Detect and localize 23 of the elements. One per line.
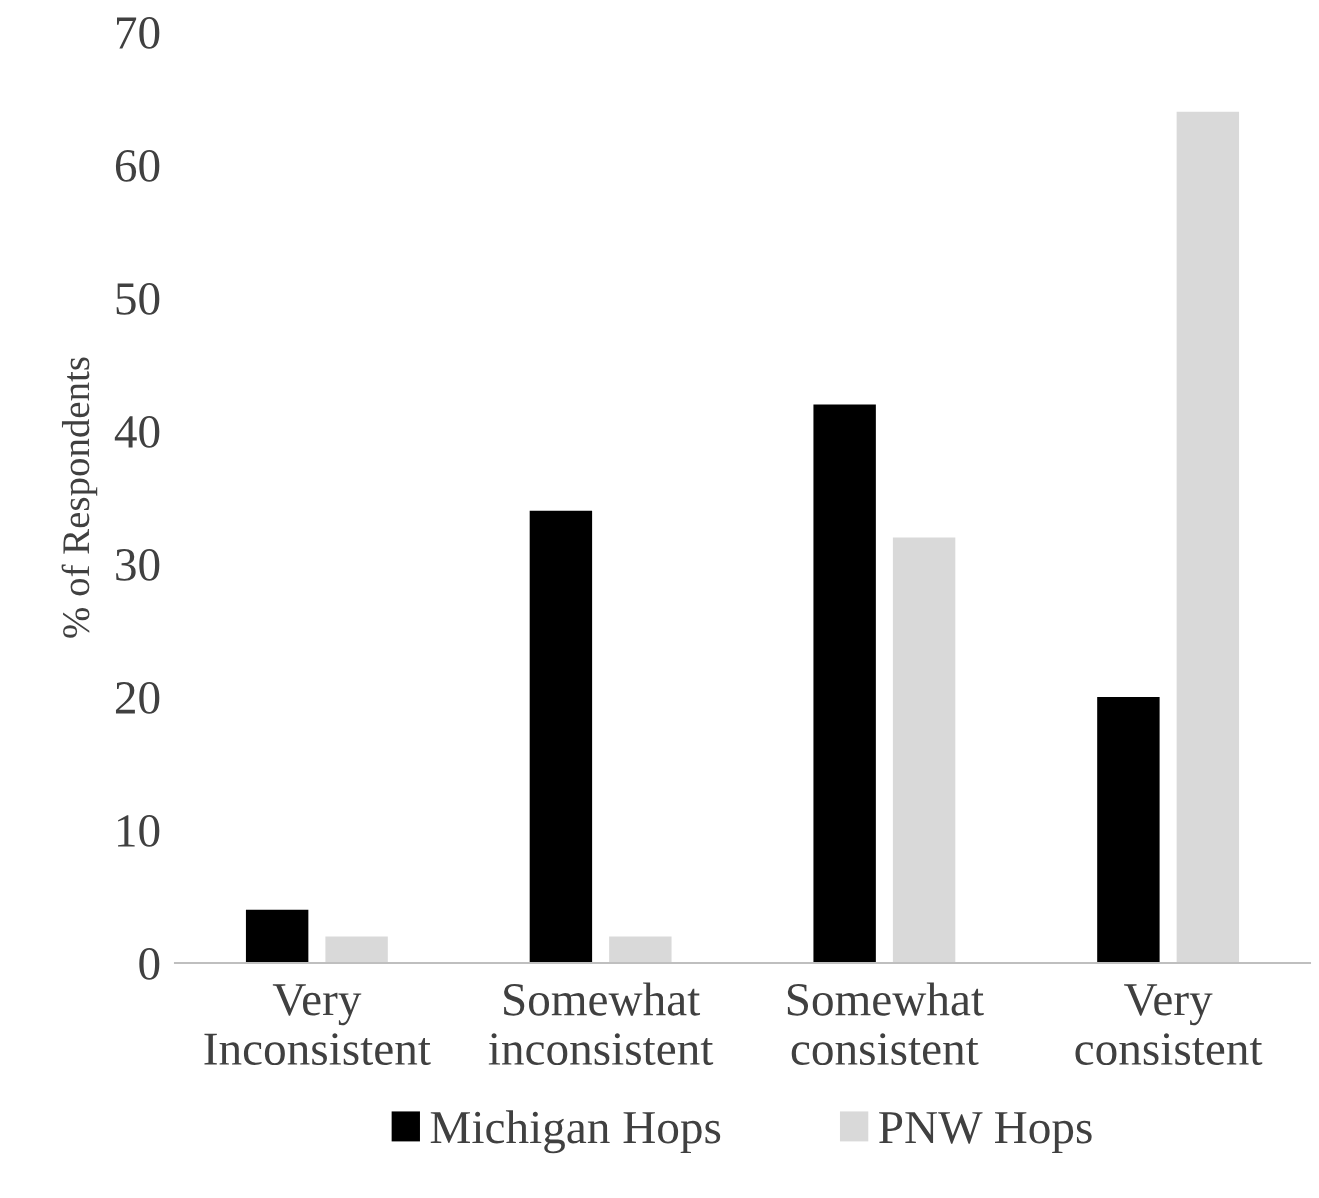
bar	[1097, 697, 1160, 963]
legend-label: Michigan Hops	[430, 1110, 721, 1154]
x-tick-label: Very Inconsistent	[204, 984, 431, 1066]
bar	[245, 909, 309, 963]
bar	[609, 936, 672, 963]
y-tick-label: 40	[114, 415, 160, 448]
y-tick-label: 0	[139, 947, 160, 980]
bar	[892, 537, 956, 963]
legend-label: PNW Hops	[879, 1112, 1092, 1154]
x-tick-label: Somewhat inconsistent	[488, 982, 714, 1066]
bar	[325, 936, 388, 963]
y-tick-label: 20	[115, 681, 160, 714]
y-tick-label: 10	[118, 814, 160, 847]
bar	[529, 510, 593, 963]
bar	[813, 404, 876, 963]
bar	[1176, 111, 1240, 963]
x-tick-label: Somewhat consistent	[787, 982, 984, 1066]
y-tick-label: 50	[116, 282, 160, 315]
y-tick-label: 30	[116, 548, 160, 581]
y-axis-title: % of Respondents	[61, 357, 98, 638]
y-tick-label: 60	[115, 149, 160, 182]
x-tick-label: Very consistent	[1075, 984, 1263, 1066]
y-tick-label: 70	[117, 16, 160, 49]
